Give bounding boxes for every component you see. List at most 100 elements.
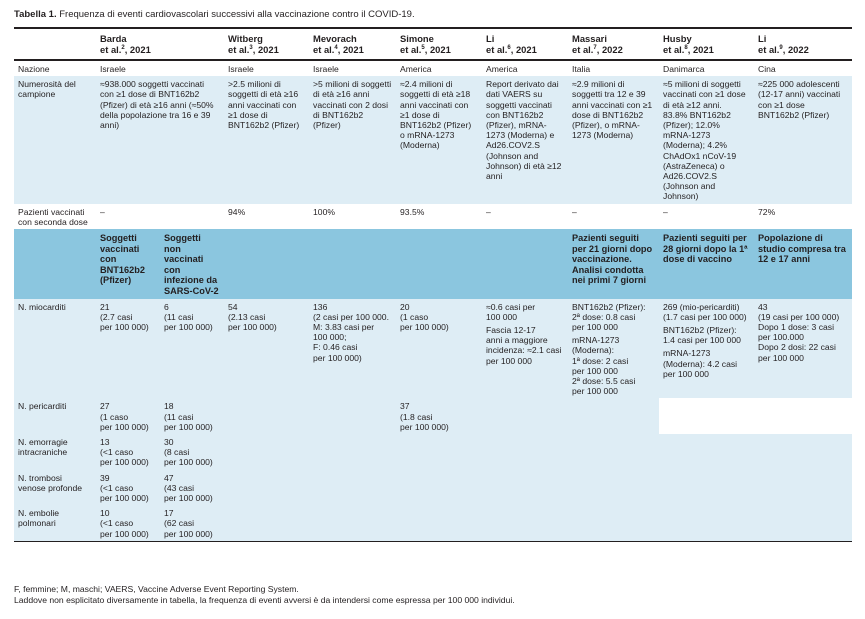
- cell: America: [396, 60, 483, 77]
- cell: 18 (11 casi per 100 000): [160, 398, 225, 435]
- cell: [482, 229, 569, 299]
- cell: >5 milioni di soggetti di età ≥16 anni v…: [309, 76, 397, 204]
- row-label: N. pericarditi: [14, 398, 96, 435]
- cell: ≈0.6 casi per 100 000 Fascia 12-17 anni a m…: [482, 298, 569, 399]
- subheader-barda-b: Soggetti non vaccinati con infezione da …: [160, 229, 225, 299]
- cell: [396, 469, 483, 506]
- events-table: Barda et al.2, 2021 Witberg et al.3, 2021 …: [14, 27, 853, 542]
- cell: [659, 505, 755, 542]
- cell: [396, 434, 483, 470]
- cell: >2.5 milioni di soggetti di età ≥16 anni…: [224, 76, 310, 204]
- cell: 93.5%: [396, 203, 483, 230]
- subheader-barda-a: Soggetti vaccinati con BNT162b2 (Pfizer): [96, 229, 160, 299]
- cell: 269 (mio-pericarditi) (1.7 casi per 100 0…: [659, 298, 755, 399]
- cell: ≈2.4 milioni di soggetti di età ≥18 anni…: [396, 76, 483, 204]
- cell: 21 (2.7 casi per 100 000): [96, 298, 160, 399]
- cell: Danimarca: [659, 60, 755, 77]
- cell: 39 (<1 caso per 100 000): [96, 469, 160, 506]
- cell: 13 (<1 caso per 100 000): [96, 434, 160, 470]
- cell: [568, 469, 660, 506]
- cell: –: [568, 203, 660, 230]
- cell: –: [96, 203, 225, 230]
- header-col-4: Simone et al.5, 2021: [396, 28, 483, 61]
- cell: [309, 398, 397, 435]
- row-label: N. trombosi venose profonde: [14, 469, 96, 506]
- header-col-1: Barda et al.2, 2021: [96, 28, 225, 61]
- header-col-7: Husby et al.8, 2021: [659, 28, 755, 61]
- cell: [224, 505, 310, 542]
- cell: [754, 469, 853, 506]
- row-label: Pazienti vaccinati con seconda dose: [14, 203, 96, 230]
- table-caption: Tabella 1. Frequenza di eventi cardiovas…: [14, 9, 415, 20]
- header-col-2: Witberg et al.3, 2021: [224, 28, 310, 61]
- footnote-abbreviations: F, femmine; M, maschi; VAERS, Vaccine Ad…: [14, 584, 299, 594]
- row-label: N. miocarditi: [14, 298, 96, 399]
- cell: 100%: [309, 203, 397, 230]
- cell: 6 (11 casi per 100 000): [160, 298, 225, 399]
- row-label: Numerosità del campione: [14, 76, 96, 204]
- header-col-3: Mevorach et al.4, 2021: [309, 28, 397, 61]
- cell: Italia: [568, 60, 660, 77]
- row-label: Nazione: [14, 60, 96, 77]
- cell: [568, 505, 660, 542]
- cell: Cina: [754, 60, 853, 77]
- row-trombosi: N. trombosi venose profonde 39 (<1 caso pe…: [14, 469, 853, 506]
- cell: [224, 229, 310, 299]
- cell: [659, 398, 755, 435]
- header-empty: [14, 28, 96, 61]
- cell: 94%: [224, 203, 310, 230]
- header-col-6: Massari et al.7, 2022: [568, 28, 660, 61]
- row-subheader: Soggetti vaccinati con BNT162b2 (Pfizer)…: [14, 229, 853, 299]
- cell: Israele: [96, 60, 225, 77]
- cell: [568, 434, 660, 470]
- subheader-li2: Popolazione di studio compresa tra 12 e …: [754, 229, 853, 299]
- cell: America: [482, 60, 569, 77]
- cell: [482, 469, 569, 506]
- cell: [482, 434, 569, 470]
- row-campione: Numerosità del campione ≈938.000 soggett…: [14, 76, 853, 204]
- cell: 17 (62 casi per 100 000): [160, 505, 225, 542]
- subheader-massari: Pazienti seguiti per 21 giorni dopo vacc…: [568, 229, 660, 299]
- row-seconda-dose: Pazienti vaccinati con seconda dose – 94…: [14, 203, 853, 230]
- cell: [659, 434, 755, 470]
- header-row: Barda et al.2, 2021 Witberg et al.3, 2021 …: [14, 28, 853, 61]
- row-miocarditi: N. miocarditi 21 (2.7 casi per 100 000) 6(…: [14, 298, 853, 399]
- cell: [568, 398, 660, 435]
- row-label: N. embolie polmonari: [14, 505, 96, 542]
- cell: 27 (1 caso per 100 000): [96, 398, 160, 435]
- cell: [309, 469, 397, 506]
- caption-text: Frequenza di eventi cardiovascolari succ…: [56, 9, 415, 20]
- cell: [224, 398, 310, 435]
- cell: [309, 505, 397, 542]
- header-col-5: Li et al.6, 2021: [482, 28, 569, 61]
- cell: [482, 505, 569, 542]
- caption-label: Tabella 1.: [14, 9, 57, 20]
- cell: 54 (2.13 casi per 100 000): [224, 298, 310, 399]
- cell: [309, 229, 397, 299]
- cell: 72%: [754, 203, 853, 230]
- cell: Report derivato dai dati VAERS su sogget…: [482, 76, 569, 204]
- cell: ≈938.000 soggetti vaccinati con ≥1 dose …: [96, 76, 225, 204]
- footnote-note: Laddove non esplicitato diversamente in …: [14, 595, 515, 605]
- cell: 37 (1.8 casi per 100 000): [396, 398, 483, 435]
- cell: [482, 398, 569, 435]
- cell: 20 (1 caso per 100 000): [396, 298, 483, 399]
- cell: [224, 469, 310, 506]
- subheader-husby: Pazienti seguiti per 28 giorni dopo la 1…: [659, 229, 755, 299]
- row-pericarditi: N. pericarditi 27 (1 caso per 100 000) 18(…: [14, 398, 853, 435]
- cell: 30 (8 casi per 100 000): [160, 434, 225, 470]
- cell: 47 (43 casi per 100 000): [160, 469, 225, 506]
- row-emorragie: N. emorragie intracraniche 13 (<1 caso per…: [14, 434, 853, 470]
- cell: Israele: [309, 60, 397, 77]
- cell: –: [482, 203, 569, 230]
- cell: [396, 505, 483, 542]
- cell: ≈2.9 milioni di soggetti tra 12 e 39 ann…: [568, 76, 660, 204]
- cell: [396, 229, 483, 299]
- header-col-8: Li et al.9, 2022: [754, 28, 853, 61]
- cell: ≈225 000 adolescenti (12-17 anni) vaccin…: [754, 76, 853, 204]
- row-nazione: Nazione Israele Israele Israele America …: [14, 60, 853, 77]
- cell: 10 (<1 caso per 100 000): [96, 505, 160, 542]
- cell: –: [659, 203, 755, 230]
- cell: [754, 398, 853, 435]
